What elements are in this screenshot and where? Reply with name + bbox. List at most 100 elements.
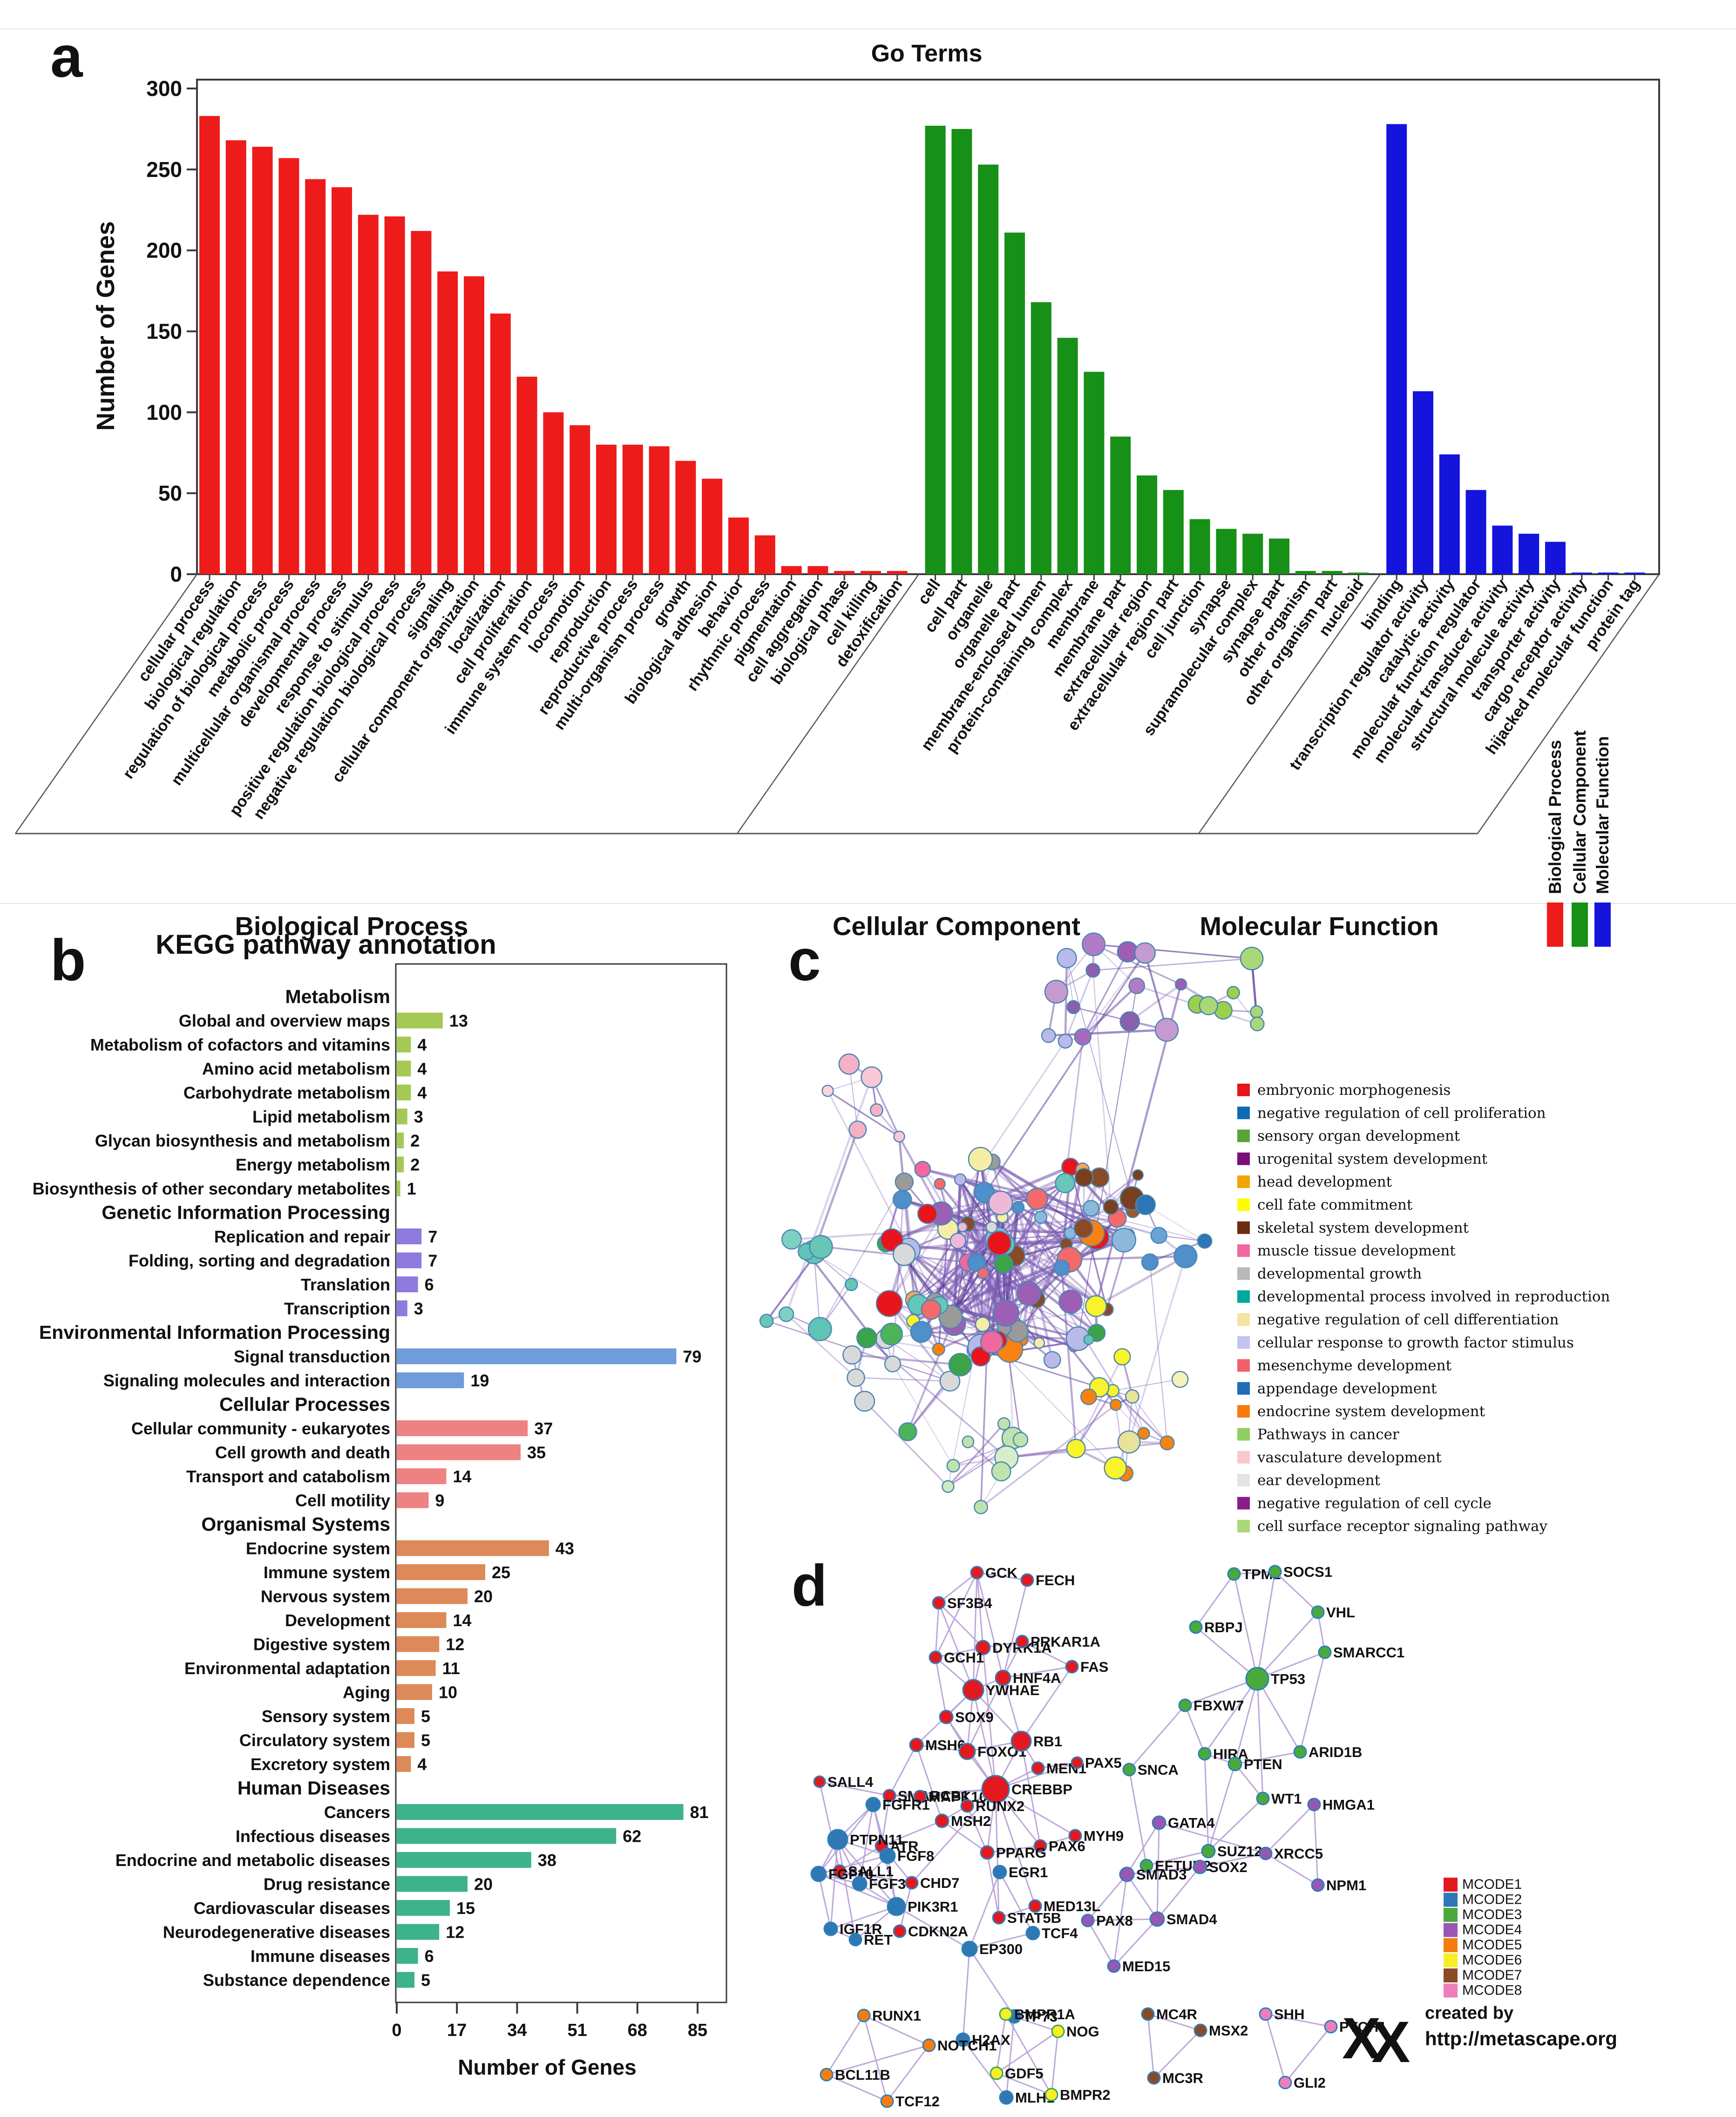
network-node	[949, 1233, 966, 1249]
kegg-value-label: 10	[439, 1683, 457, 1702]
go-chart-section-titles: Biological Process Cellular Component Mole…	[235, 911, 1438, 941]
mcode-edge	[1207, 1798, 1264, 1852]
go-chart-y-axis-label: Number of Genes	[92, 221, 120, 431]
network-edge	[1000, 1202, 1145, 1434]
mcode-edge	[1234, 1764, 1264, 1799]
network-legend-label: cell surface receptor signaling pathway	[1257, 1518, 1547, 1535]
kegg-bar	[397, 1108, 407, 1125]
network-legend-swatch	[1237, 1290, 1250, 1303]
kegg-value-label: 14	[453, 1467, 471, 1486]
kegg-item-label: Lipid metabolism	[252, 1107, 390, 1126]
network-node	[892, 1243, 916, 1266]
mcode-edge	[1204, 1753, 1209, 1852]
mcode-edge	[859, 1804, 874, 1884]
network-legend-label: embryonic morphogenesis	[1257, 1082, 1451, 1099]
gene-label: MSX2	[1209, 2022, 1248, 2039]
network-node	[1033, 1337, 1045, 1349]
mcode-legend-swatch	[1444, 1968, 1458, 1982]
network-legend-label: cellular response to growth factor stimu…	[1257, 1334, 1574, 1351]
mcode-legend-swatch	[1444, 1893, 1458, 1907]
mcode-edge	[1126, 1874, 1158, 1920]
network-node	[1240, 947, 1264, 970]
kegg-item-label: Drug resistance	[264, 1875, 390, 1894]
mcode-edges	[818, 1571, 1332, 2102]
mcode-edge	[818, 1873, 832, 1929]
network-edge	[848, 1064, 858, 1130]
kegg-group-header: Cellular Processes	[219, 1394, 390, 1415]
network-node	[898, 1422, 917, 1441]
gene-node	[922, 2038, 936, 2052]
gene-label: PAX5	[1085, 1755, 1122, 1771]
network-node	[932, 1343, 945, 1356]
kegg-bar	[397, 1037, 411, 1052]
gene-node	[929, 1650, 943, 1664]
network-edge	[934, 1228, 949, 1302]
y-tick-label: 150	[146, 319, 182, 344]
gene-node	[970, 1566, 984, 1580]
mcode-edge	[982, 1647, 997, 1790]
mcode-edge	[1005, 2014, 1052, 2095]
network-edge	[937, 1229, 949, 1350]
network-node	[1174, 978, 1187, 991]
network-edge	[1149, 1262, 1168, 1443]
network-node	[893, 1130, 905, 1143]
kegg-bar	[397, 1372, 464, 1388]
gene-label: TP53	[1271, 1671, 1305, 1687]
network-node	[856, 1327, 877, 1349]
kegg-item-label: Environmental adaptation	[184, 1659, 390, 1678]
gene-node	[1311, 1878, 1325, 1892]
gene-node	[1107, 1959, 1121, 1973]
y-tick-label: 250	[146, 157, 182, 182]
bar	[199, 116, 220, 574]
mcode-edge	[935, 1647, 983, 1658]
network-legend-swatch	[1237, 1382, 1250, 1395]
kegg-item-label: Excretory system	[251, 1755, 390, 1774]
network-node	[892, 1190, 912, 1209]
kegg-item-label: Sensory system	[262, 1707, 390, 1726]
network-node	[1043, 1351, 1061, 1369]
gene-node	[1028, 1899, 1042, 1913]
kegg-item-label: Transport and catabolism	[186, 1467, 390, 1486]
gene-label: SF3B4	[947, 1595, 992, 1611]
network-legend-label: skeletal system development	[1257, 1220, 1469, 1236]
network-edge	[948, 1438, 1013, 1487]
mcode-edge	[881, 1820, 943, 1847]
mcode-edge	[1003, 1666, 1072, 1679]
network-legend-swatch	[1237, 1336, 1250, 1349]
network-node	[1119, 1011, 1140, 1032]
gene-label: SOX2	[1209, 1859, 1248, 1875]
kegg-bar	[397, 1492, 429, 1508]
network-node	[942, 1480, 955, 1493]
network-edge	[1082, 985, 1138, 1038]
mcode-edge	[863, 2015, 888, 2102]
network-legend-label: urogenital system development	[1257, 1151, 1488, 1167]
gene-label: MC3R	[1162, 2070, 1203, 2086]
network-legend-label: ear development	[1257, 1472, 1381, 1489]
y-tick-label: 100	[146, 400, 182, 424]
gene-label: FBXW7	[1194, 1697, 1244, 1714]
mcode-edge	[935, 1657, 947, 1717]
gene-node	[1259, 2007, 1273, 2021]
bar	[1242, 534, 1263, 574]
network-edge	[870, 1077, 900, 1137]
network-node	[842, 1345, 862, 1365]
metascape-url: http://metascape.org	[1425, 2028, 1617, 2049]
mcode-edge	[1087, 1918, 1158, 1921]
network-node	[759, 1314, 774, 1328]
kegg-item-label: Folding, sorting and degradation	[129, 1251, 390, 1270]
bar	[1545, 542, 1566, 574]
gene-node	[1311, 1605, 1325, 1619]
legend-label: Cellular Component	[1570, 730, 1589, 894]
mcode-edge	[886, 2045, 930, 2102]
network-node	[1117, 1430, 1141, 1454]
kegg-bar	[397, 1636, 440, 1652]
mcode-edge	[1087, 1920, 1115, 1967]
gene-node	[992, 1865, 1007, 1880]
network-edge	[891, 1239, 1078, 1339]
kegg-bar	[397, 1300, 407, 1316]
network-node	[1041, 1028, 1056, 1043]
network-node	[1026, 1187, 1048, 1210]
